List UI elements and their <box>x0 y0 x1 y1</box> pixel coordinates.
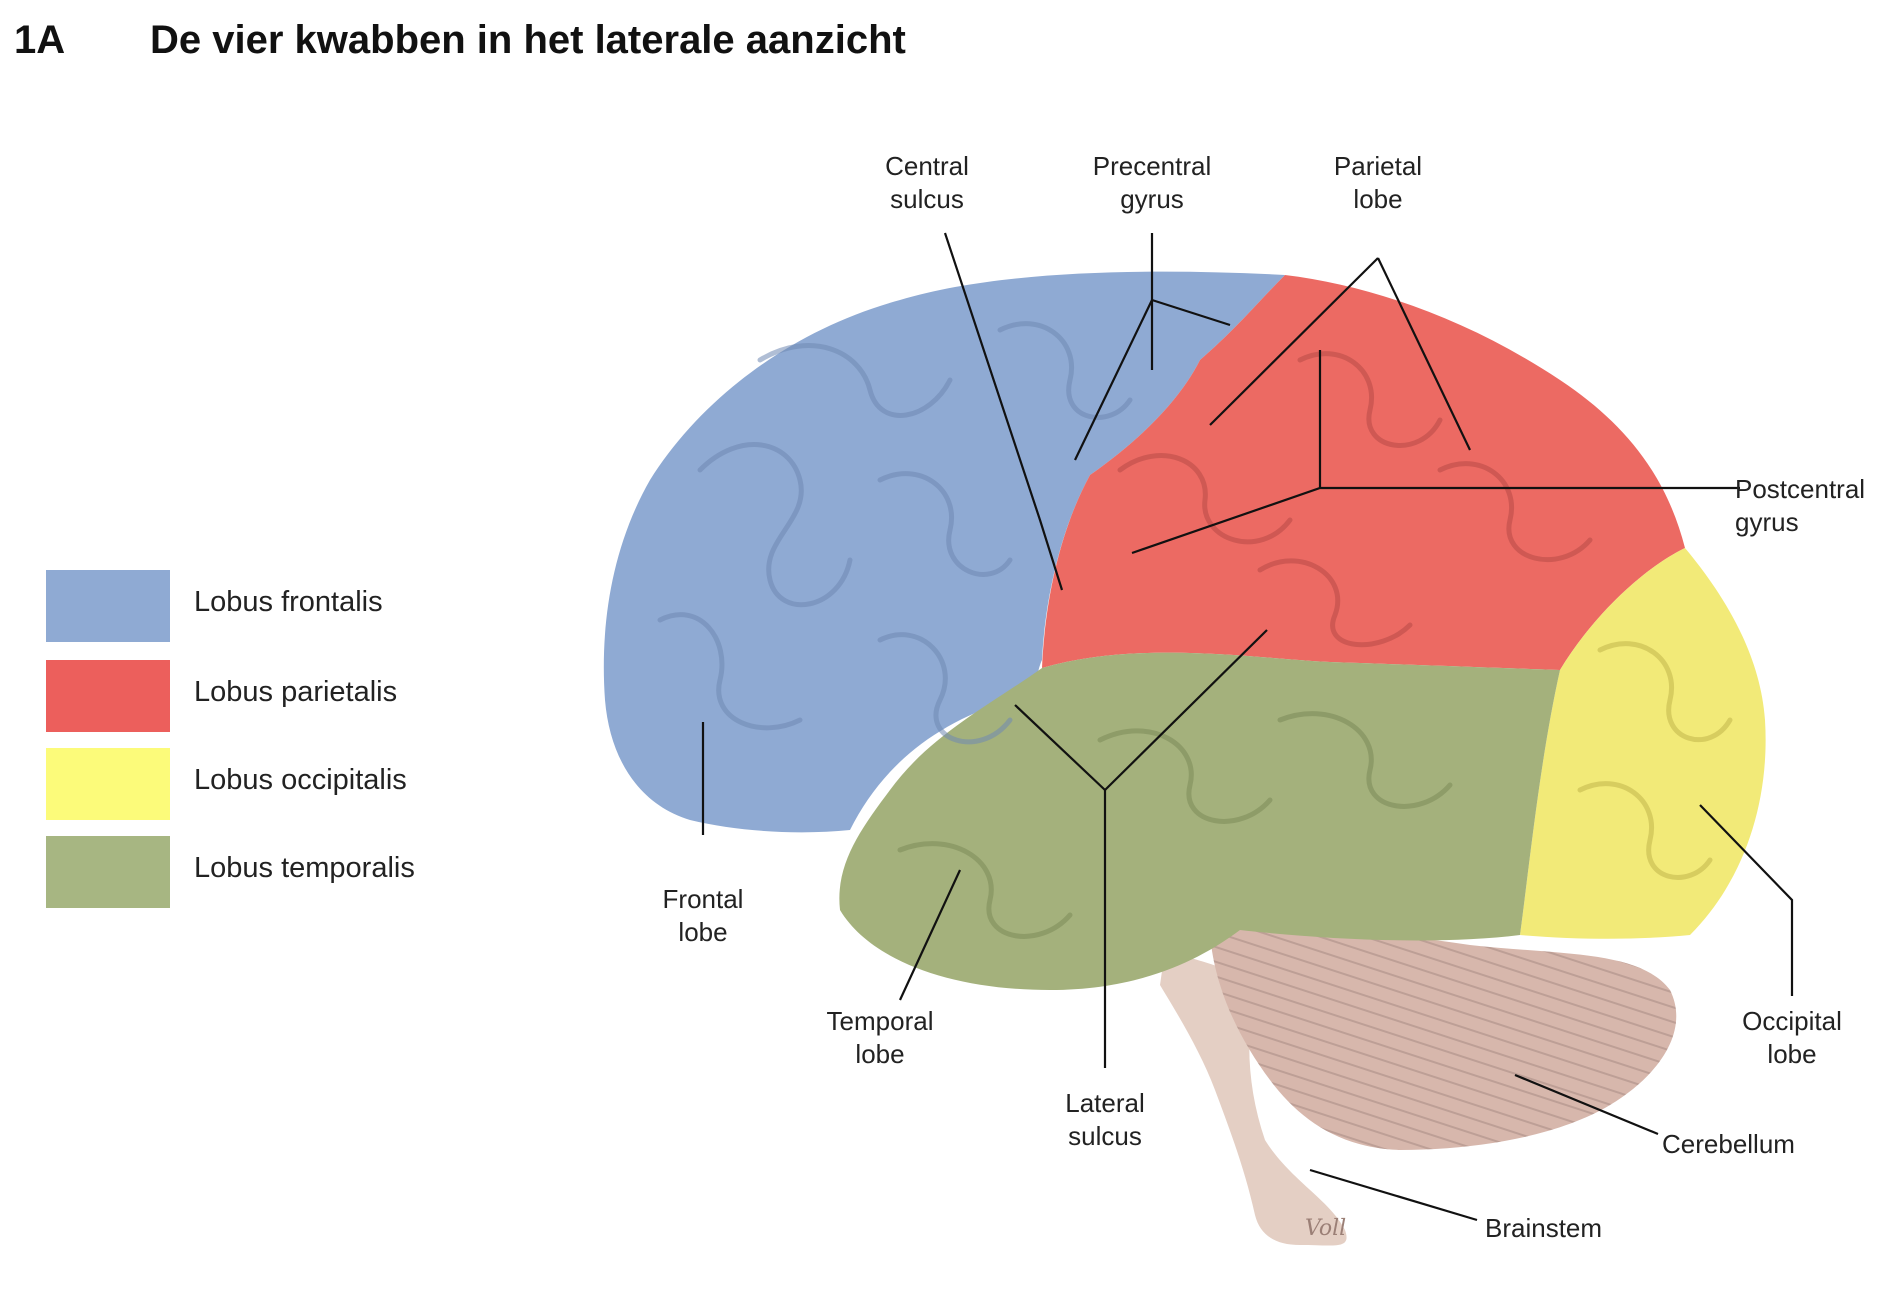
legend-label-occipital: Lobus occipitalis <box>194 764 407 796</box>
legend-item-temporal: Lobus temporalis <box>46 836 466 908</box>
legend-item-parietal: Lobus parietalis <box>46 660 466 732</box>
callout-lateral-sulcus: Lateral sulcus <box>1065 1088 1145 1151</box>
callout-precentral-gyrus: Precentral gyrus <box>1092 151 1212 214</box>
callout-temporal-lobe: Temporal lobe <box>826 1006 934 1069</box>
callout-central-sulcus: Central sulcus <box>885 151 969 214</box>
callout-postcentral-gyrus: Postcentral gyrus <box>1735 474 1866 537</box>
legend-swatch-temporal <box>46 836 170 908</box>
leader-lines <box>701 232 1794 1222</box>
callout-parietal-lobe: Parietal lobe <box>1333 151 1423 214</box>
legend-item-frontal: Lobus frontalis <box>46 570 466 642</box>
callout-frontal-lobe: Frontal lobe <box>662 884 744 947</box>
gyri-texture <box>657 321 1733 939</box>
parietal-lobe-shape <box>1042 275 1685 670</box>
brainstem-shape <box>1160 950 1347 1246</box>
cerebellum-folia <box>1210 927 1677 1150</box>
legend-item-occipital: Lobus occipitalis <box>46 748 466 820</box>
artist-signature: Voll <box>1305 1216 1346 1241</box>
callout-brainstem: Brainstem <box>1485 1213 1603 1243</box>
callout-occipital-lobe: Occipital lobe <box>1742 1006 1842 1069</box>
legend-label-temporal: Lobus temporalis <box>194 852 415 884</box>
occipital-lobe-shape <box>1520 548 1766 939</box>
figure-title: De vier kwabben in het laterale aanzicht <box>150 18 906 62</box>
legend-swatch-occipital <box>46 748 170 820</box>
legend-swatch-parietal <box>46 660 170 732</box>
callout-cerebellum: Cerebellum <box>1662 1129 1795 1159</box>
legend-swatch-frontal <box>46 570 170 642</box>
legend-label-frontal: Lobus frontalis <box>194 586 383 618</box>
figure-number: 1A <box>14 18 66 62</box>
legend-label-parietal: Lobus parietalis <box>194 676 398 708</box>
temporal-lobe-shape <box>839 652 1560 990</box>
